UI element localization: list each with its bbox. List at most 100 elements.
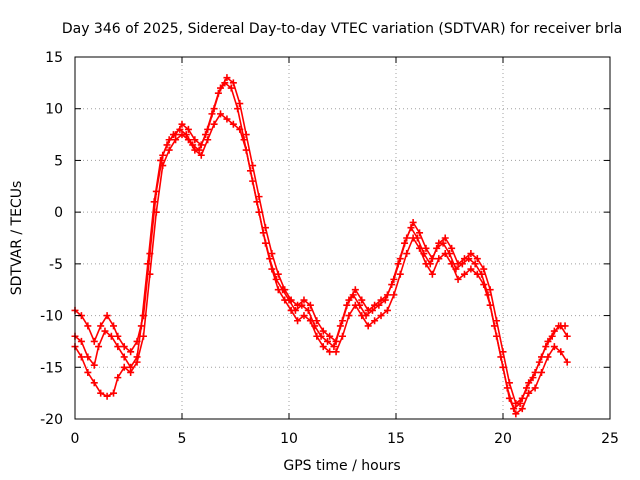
data-point-marker xyxy=(518,405,526,413)
data-point-marker xyxy=(287,296,295,304)
data-point-marker xyxy=(255,208,263,216)
data-point-marker xyxy=(563,358,571,366)
data-point-marker xyxy=(110,389,118,397)
data-point-marker xyxy=(101,327,109,335)
y-tick-label: 15 xyxy=(45,50,63,66)
data-point-marker xyxy=(409,218,417,226)
data-point-marker xyxy=(422,244,430,252)
data-point-marker xyxy=(324,337,332,345)
data-point-marker xyxy=(428,270,436,278)
data-point-marker xyxy=(229,79,237,87)
data-point-marker xyxy=(544,337,552,345)
data-point-marker xyxy=(249,177,257,185)
plot-frame xyxy=(74,56,611,420)
data-point-marker xyxy=(428,255,436,263)
data-point-marker xyxy=(223,74,231,82)
data-point-marker xyxy=(351,286,359,294)
data-point-marker xyxy=(281,286,289,294)
y-tick-label: 0 xyxy=(54,205,63,221)
data-point-marker xyxy=(371,301,379,309)
data-point-marker xyxy=(377,296,385,304)
data-point-marker xyxy=(114,343,122,351)
data-point-marker xyxy=(197,151,205,159)
data-point-marker xyxy=(77,353,85,361)
y-tick-label: -20 xyxy=(40,412,63,428)
data-point-marker xyxy=(127,348,135,356)
data-point-marker xyxy=(234,105,242,113)
data-point-marker xyxy=(274,270,282,278)
data-point-marker xyxy=(152,208,160,216)
data-point-marker xyxy=(139,332,147,340)
data-point-marker xyxy=(371,317,379,325)
data-point-marker xyxy=(473,270,481,278)
data-point-marker xyxy=(383,291,391,299)
data-point-marker xyxy=(550,327,558,335)
data-point-marker xyxy=(313,332,321,340)
data-point-marker xyxy=(159,162,167,170)
data-point-marker xyxy=(525,379,533,387)
data-point-marker xyxy=(364,306,372,314)
data-point-marker xyxy=(255,193,263,201)
data-point-marker xyxy=(146,270,154,278)
data-point-marker xyxy=(107,332,115,340)
data-point-marker xyxy=(84,368,92,376)
data-point-marker xyxy=(268,250,276,258)
data-point-marker xyxy=(90,361,98,369)
data-point-marker xyxy=(557,348,565,356)
data-point-marker xyxy=(460,270,468,278)
data-point-marker xyxy=(326,332,334,340)
x-axis-label: GPS time / hours xyxy=(283,458,400,474)
data-point-marker xyxy=(197,141,205,149)
y-tick-label: -15 xyxy=(40,360,63,376)
data-point-marker xyxy=(403,234,411,242)
chart-title: Day 346 of 2025, Sidereal Day-to-day VTE… xyxy=(62,21,622,37)
data-point-marker xyxy=(294,301,302,309)
series-line xyxy=(74,113,568,415)
data-point-marker xyxy=(306,301,314,309)
data-point-marker xyxy=(525,389,533,397)
data-point-marker xyxy=(120,363,128,371)
data-point-marker xyxy=(165,146,173,154)
data-point-marker xyxy=(538,368,546,376)
data-point-marker xyxy=(377,312,385,320)
data-point-marker xyxy=(178,131,186,139)
data-point-marker xyxy=(319,343,327,351)
data-point-marker xyxy=(480,281,488,289)
data-point-marker xyxy=(557,322,565,330)
data-point-marker xyxy=(150,198,158,206)
data-point-marker xyxy=(396,255,404,263)
data-point-marker xyxy=(467,250,475,258)
data-point-marker xyxy=(460,255,468,263)
data-point-marker xyxy=(339,317,346,325)
data-point-marker xyxy=(486,301,494,309)
data-point-marker xyxy=(217,110,225,118)
data-point-marker xyxy=(261,224,269,232)
data-point-marker xyxy=(114,332,122,340)
data-point-marker xyxy=(294,317,302,325)
data-point-marker xyxy=(390,275,398,283)
data-point-marker xyxy=(435,239,443,247)
data-point-marker xyxy=(435,255,443,263)
data-point-marker xyxy=(345,312,353,320)
data-point-marker xyxy=(518,394,526,402)
data-point-marker xyxy=(144,260,152,268)
data-point-marker xyxy=(416,244,424,252)
data-point-marker xyxy=(480,265,488,273)
data-point-marker xyxy=(403,250,411,258)
data-point-marker xyxy=(229,120,237,128)
data-point-marker xyxy=(114,374,122,382)
x-tick-label: 25 xyxy=(601,431,619,447)
data-point-marker xyxy=(332,337,340,345)
y-tick-label: -10 xyxy=(40,309,63,325)
data-point-marker xyxy=(95,343,103,351)
data-point-marker xyxy=(178,120,186,128)
data-point-marker xyxy=(441,250,449,258)
data-point-marker xyxy=(204,125,212,133)
data-point-marker xyxy=(120,343,128,351)
data-point-marker xyxy=(448,244,456,252)
data-point-marker xyxy=(330,343,338,351)
y-tick-label: -5 xyxy=(49,257,63,273)
data-point-marker xyxy=(332,348,340,356)
data-point-marker xyxy=(110,322,118,330)
